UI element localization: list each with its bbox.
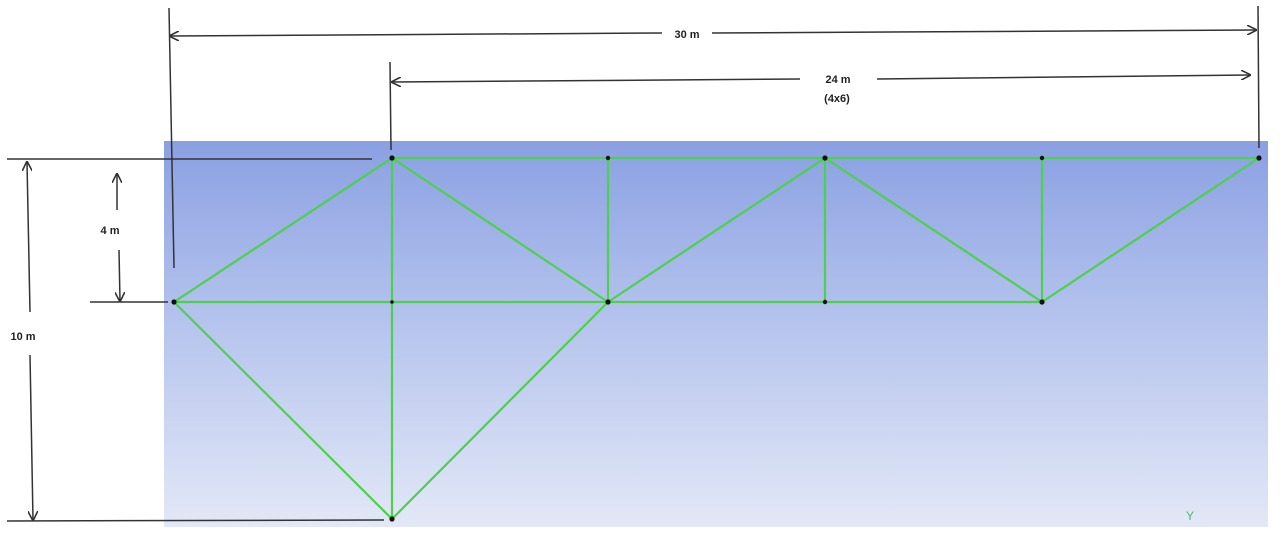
member-e-f bbox=[1040, 156, 1261, 304]
extension-line-node-b bbox=[389, 61, 392, 151]
truss-nodes bbox=[171, 155, 1262, 522]
node-top-608 bbox=[605, 155, 611, 161]
node-a bbox=[171, 299, 177, 305]
dimension-30m-right-segment bbox=[711, 30, 1256, 33]
node-e bbox=[1039, 299, 1045, 305]
node-bottom bbox=[389, 516, 395, 522]
node-f bbox=[1256, 155, 1262, 161]
dimension-lines bbox=[27, 30, 1256, 520]
dimension-label-4m: 4 m bbox=[101, 225, 120, 237]
node-mid-825 bbox=[822, 299, 828, 305]
dimension-30m-left-segment bbox=[170, 33, 663, 36]
extension-line-left-top bbox=[168, 7, 175, 269]
member-bottom-c bbox=[390, 300, 610, 521]
dimension-10m-upper-segment bbox=[27, 162, 30, 313]
extension-line-bottom bbox=[6, 519, 385, 522]
member-a-bottom bbox=[172, 300, 394, 521]
member-d-e bbox=[823, 156, 1044, 304]
member-b-c bbox=[390, 156, 610, 304]
node-b bbox=[389, 155, 395, 161]
member-a-b bbox=[172, 156, 394, 304]
dimension-24m-left-segment bbox=[392, 79, 801, 82]
extension-line-right bbox=[1257, 5, 1260, 149]
node-c bbox=[605, 299, 611, 305]
node-d bbox=[822, 155, 828, 161]
dimension-label-24m-note: (4x6) bbox=[824, 93, 850, 105]
dimension-4m-lower-segment bbox=[119, 249, 120, 301]
extension-lines bbox=[6, 5, 1260, 522]
dimension-10m-lower-segment bbox=[30, 354, 33, 520]
node-top-1042 bbox=[1039, 155, 1045, 161]
dimension-label-10m: 10 m bbox=[10, 331, 35, 343]
member-c-d bbox=[606, 156, 827, 304]
axis-y-label: Y bbox=[1186, 509, 1194, 523]
truss-members bbox=[172, 156, 1261, 521]
dimension-24m-right-segment bbox=[876, 75, 1250, 79]
dimension-label-30m: 30 m bbox=[674, 29, 699, 41]
model-viewport bbox=[164, 141, 1268, 527]
node-b-mid bbox=[390, 300, 394, 304]
dimension-label-24m: 24 m bbox=[825, 74, 850, 86]
